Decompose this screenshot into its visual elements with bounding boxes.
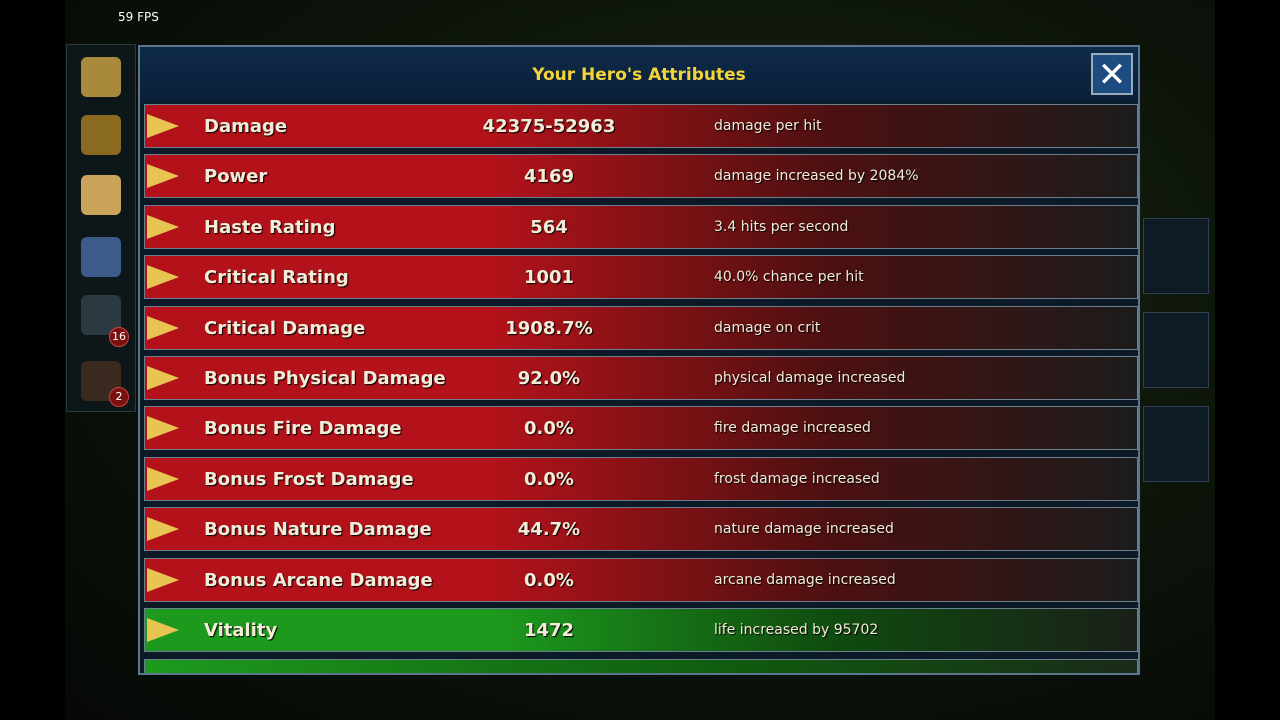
attribute-name: Bonus Nature Damage — [204, 519, 432, 541]
row-icon — [147, 114, 179, 138]
attribute-name: Bonus Fire Damage — [204, 418, 402, 440]
attribute-name: Damage — [204, 116, 288, 137]
attribute-name: Vitality — [204, 620, 278, 641]
attribute-row: Vitality 1472 life increased by 95702 — [144, 608, 1138, 652]
book-icon[interactable] — [81, 237, 121, 277]
partial-row — [144, 659, 1138, 673]
attribute-value: 0.0% — [524, 569, 574, 591]
row-icon — [147, 164, 179, 189]
row-icon — [147, 265, 179, 290]
guild-badge: 2 — [109, 387, 129, 407]
side-button[interactable] — [1143, 406, 1209, 482]
attribute-description: life increased by 95702 — [714, 622, 879, 638]
row-icon — [147, 315, 179, 340]
bag-badge: 16 — [109, 327, 129, 347]
attribute-value: 0.0% — [524, 418, 574, 440]
trophy-icon[interactable] — [81, 115, 121, 155]
attribute-description: arcane damage increased — [714, 571, 896, 588]
attribute-value: 44.7% — [517, 519, 581, 541]
mail-icon[interactable] — [81, 175, 121, 215]
attribute-description: physical damage increased — [714, 370, 906, 386]
attribute-value: 4169 — [523, 166, 575, 188]
attribute-name: Critical Damage — [204, 317, 366, 339]
quest-icon[interactable] — [81, 57, 121, 97]
fps-counter: 59 FPS — [118, 10, 159, 24]
attribute-value: 0.0% — [524, 468, 574, 490]
attribute-name: Haste Rating — [204, 216, 336, 238]
close-button[interactable]: ✕ — [1091, 53, 1133, 95]
attribute-row: Haste Rating 564 3.4 hits per second — [144, 204, 1138, 249]
attribute-description: damage per hit — [714, 118, 822, 134]
attribute-value: 42375-52963 — [482, 116, 616, 137]
attribute-row: Bonus Physical Damage 92.0% physical damag… — [144, 356, 1138, 400]
panel-title: Your Hero's Attributes — [532, 65, 746, 85]
row-icon — [147, 466, 179, 491]
side-button[interactable] — [1143, 218, 1209, 294]
attribute-row: Bonus Frost Damage 0.0% frost damage incre… — [144, 456, 1138, 501]
attributes-panel: Your Hero's Attributes ✕ Damage 42375-529… — [138, 45, 1140, 675]
attribute-description: damage increased by 2084% — [714, 168, 919, 185]
attribute-row: Power 4169 damage increased by 2084% — [144, 154, 1138, 199]
attribute-row: Bonus Arcane Damage 0.0% arcane damage inc… — [144, 557, 1138, 602]
attribute-row: Bonus Fire Damage 0.0% fire damage increas… — [144, 406, 1138, 451]
attribute-row: Critical Rating 1001 40.0% chance per hit — [144, 255, 1138, 300]
attribute-value: 1001 — [523, 267, 575, 289]
attribute-row: Bonus Nature Damage 44.7% nature damage in… — [144, 507, 1138, 552]
attribute-name: Power — [204, 166, 268, 188]
panel-header: Your Hero's Attributes ✕ — [140, 47, 1138, 103]
attribute-description: nature damage increased — [714, 521, 894, 538]
attribute-name: Bonus Physical Damage — [204, 368, 446, 389]
side-button[interactable] — [1143, 312, 1209, 388]
attribute-name: Critical Rating — [204, 267, 349, 289]
attribute-description: 40.0% chance per hit — [714, 269, 864, 286]
attribute-name: Bonus Frost Damage — [204, 468, 414, 490]
attribute-name: Bonus Arcane Damage — [204, 569, 433, 591]
attribute-value: 564 — [530, 216, 568, 238]
attribute-value: 1472 — [523, 620, 575, 641]
attribute-description: damage on crit — [714, 319, 821, 336]
attribute-row: Damage 42375-52963 damage per hit — [144, 104, 1138, 148]
row-icon — [147, 567, 179, 592]
attribute-value: 1908.7% — [505, 317, 593, 339]
row-icon — [147, 618, 179, 642]
row-icon — [147, 517, 179, 542]
attribute-description: frost damage increased — [714, 470, 880, 487]
row-icon — [147, 366, 179, 390]
row-icon — [147, 416, 179, 441]
attribute-description: fire damage increased — [714, 420, 871, 437]
sidebar: 16 2 — [66, 44, 136, 412]
attribute-description: 3.4 hits per second — [714, 218, 849, 235]
row-icon — [147, 214, 179, 239]
attribute-row: Critical Damage 1908.7% damage on crit — [144, 305, 1138, 350]
attribute-value: 92.0% — [517, 368, 581, 389]
